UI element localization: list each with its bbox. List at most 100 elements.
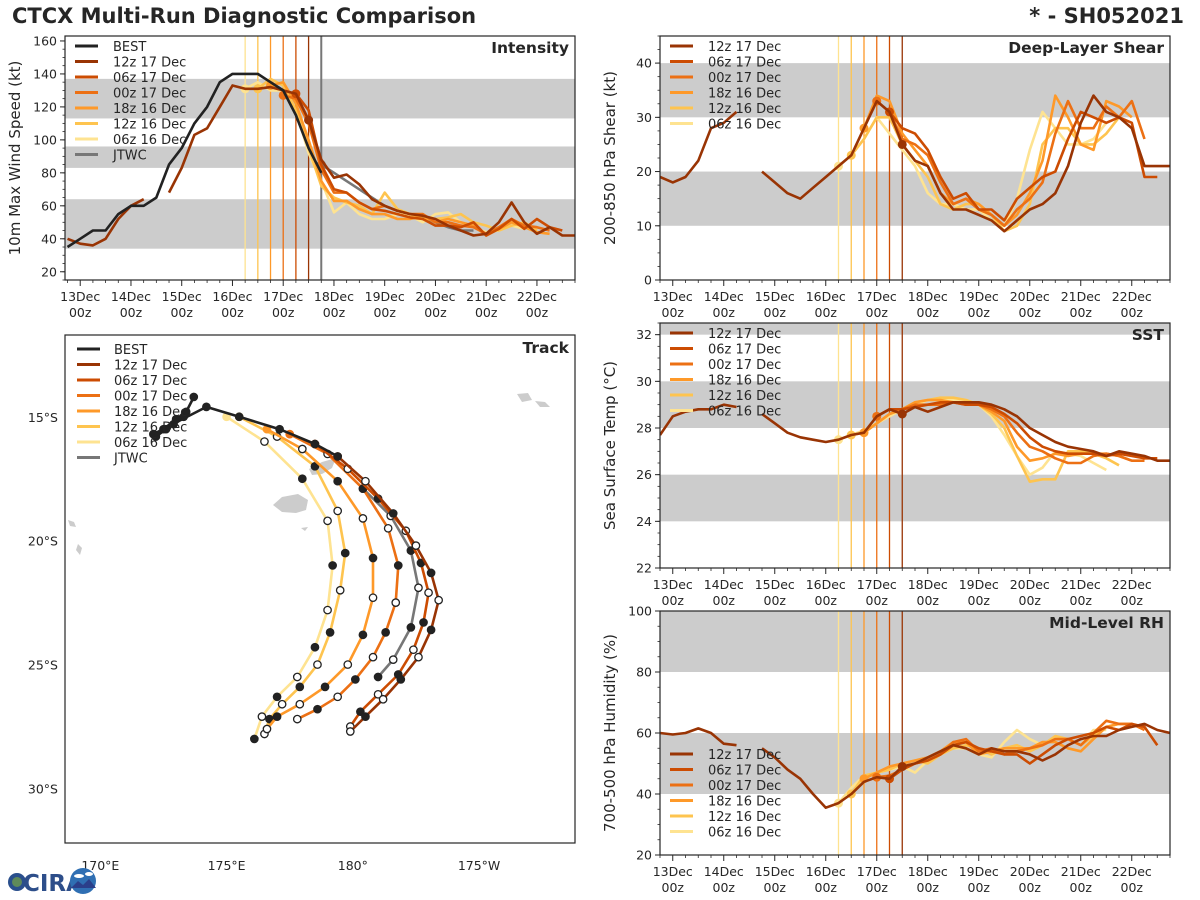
x-tick-sublabel: 00z <box>764 880 787 895</box>
shaded-band <box>660 171 1170 226</box>
map-area <box>68 392 550 744</box>
track-point <box>159 424 168 434</box>
x-tick-sublabel: 00z <box>170 305 193 320</box>
track-point <box>368 593 378 603</box>
x-tick-sublabel: 00z <box>866 305 889 320</box>
x-tick-sublabel: 00z <box>713 305 736 320</box>
y-tick-label: 100 <box>628 604 652 619</box>
track-point <box>333 476 343 486</box>
x-tick-sublabel: 00z <box>1019 880 1042 895</box>
series-line-06z-17-dec <box>888 722 1159 780</box>
legend-entry: 12z 16 Dec <box>708 102 781 117</box>
x-tick-label: 18Dec <box>314 289 354 304</box>
track-point <box>295 682 305 692</box>
x-tick-label: 16Dec <box>806 289 846 304</box>
x-tick-label: 20Dec <box>415 289 455 304</box>
legend-entry: 00z 17 Dec <box>113 87 186 102</box>
lon-label: 175°E <box>208 858 246 873</box>
track-point <box>323 516 332 526</box>
lat-label: 15°S <box>28 410 58 425</box>
track-point <box>368 553 378 563</box>
lon-label: 180° <box>338 858 368 873</box>
x-tick-label: 19Dec <box>959 864 999 879</box>
track-point <box>393 561 403 570</box>
island-samoa-2 <box>535 401 550 407</box>
y-tick-label: 30 <box>636 374 652 389</box>
x-tick-sublabel: 00z <box>424 305 447 320</box>
x-tick-label: 17Dec <box>857 577 897 592</box>
x-tick-sublabel: 00z <box>1019 305 1042 320</box>
track-point <box>257 712 267 721</box>
x-tick-sublabel: 00z <box>1121 880 1144 895</box>
x-tick-label: 22Dec <box>1112 289 1152 304</box>
legend-entry: 06z 17 Dec <box>708 764 781 779</box>
plot-area <box>660 36 1170 280</box>
x-tick-sublabel: 00z <box>373 305 396 320</box>
x-tick-label: 14Dec <box>111 289 151 304</box>
track-point <box>275 424 284 434</box>
legend-entry: 12z 17 Dec <box>708 748 781 763</box>
panel-intensity: 2040608010012014016013Dec00z14Dec00z15De… <box>6 33 576 320</box>
plot-area <box>660 323 1170 568</box>
legend-entry: 00z 17 Dec <box>708 71 781 86</box>
track-point <box>434 595 444 605</box>
panel-title: Intensity <box>491 39 569 57</box>
track-point <box>358 630 368 640</box>
x-tick-sublabel: 00z <box>1070 880 1093 895</box>
x-tick-label: 21Dec <box>466 289 506 304</box>
x-tick-sublabel: 00z <box>713 593 736 608</box>
legend-entry: 18z 16 Dec <box>708 374 781 389</box>
track-point <box>234 412 244 422</box>
x-tick-label: 13Dec <box>653 577 693 592</box>
x-tick-label: 20Dec <box>1010 577 1050 592</box>
x-tick-label: 14Dec <box>704 289 744 304</box>
track-point <box>388 655 398 664</box>
legend-entry: 18z 16 Dec <box>708 87 781 102</box>
x-tick-label: 22Dec <box>517 289 557 304</box>
series-line-06z-16-dec <box>837 110 1108 228</box>
track-point <box>292 672 302 682</box>
track-point <box>189 392 199 402</box>
track-point <box>333 452 343 461</box>
x-tick-label: 18Dec <box>908 289 948 304</box>
y-tick-label: 24 <box>636 514 652 529</box>
legend-entry: 12z 17 Dec <box>708 327 781 342</box>
island-vanuatu <box>68 520 76 527</box>
legend-entry: 12z 17 Dec <box>114 359 187 374</box>
x-tick-sublabel: 00z <box>69 305 92 320</box>
x-tick-label: 15Dec <box>755 289 795 304</box>
x-tick-sublabel: 00z <box>526 305 549 320</box>
track-point <box>295 699 305 709</box>
plot-area <box>660 611 1170 855</box>
x-tick-sublabel: 00z <box>662 305 685 320</box>
track-point <box>426 568 436 578</box>
x-tick-sublabel: 00z <box>323 305 346 320</box>
panel-title: Mid-Level RH <box>1049 614 1164 632</box>
shaded-band <box>660 323 1170 335</box>
track-point <box>149 429 158 439</box>
legend-entry: 12z 16 Dec <box>708 389 781 404</box>
y-tick-label: 20 <box>636 164 652 179</box>
shaded-band <box>660 63 1170 118</box>
series-line-06z-17-dec <box>888 110 1158 222</box>
track-point <box>181 407 191 417</box>
island-vanuatu-2 <box>76 544 82 555</box>
x-tick-sublabel: 00z <box>662 880 685 895</box>
track-line-12z-17-dec <box>336 455 440 733</box>
legend-entry: 06z 16 Dec <box>114 436 187 451</box>
x-tick-sublabel: 00z <box>866 593 889 608</box>
x-tick-label: 17Dec <box>263 289 303 304</box>
track-point <box>391 598 401 607</box>
track-point <box>297 444 307 454</box>
y-tick-label: 30 <box>636 110 652 125</box>
track-point <box>310 439 320 449</box>
x-tick-label: 15Dec <box>755 864 795 879</box>
track-point <box>277 699 287 709</box>
track-point <box>388 509 398 518</box>
y-tick-label: 20 <box>636 848 652 863</box>
x-tick-label: 13Dec <box>653 289 693 304</box>
series-marker <box>897 409 907 419</box>
x-tick-label: 21Dec <box>1061 289 1101 304</box>
x-tick-sublabel: 00z <box>1070 305 1093 320</box>
x-tick-label: 17Dec <box>857 864 897 879</box>
